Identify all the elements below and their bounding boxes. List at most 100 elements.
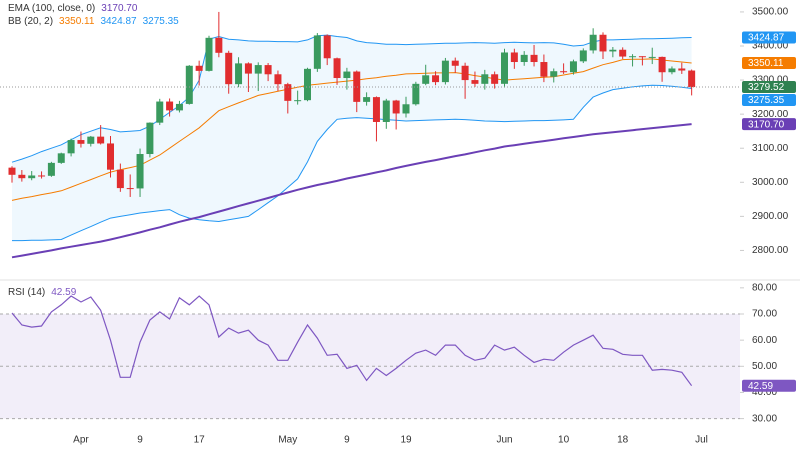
y-tick-label: 3400.00 — [752, 41, 789, 52]
candle-body — [18, 174, 26, 179]
candle-body — [560, 71, 568, 73]
x-tick-label: 19 — [400, 435, 412, 446]
candle-body — [77, 140, 85, 144]
legend-value: 3424.87 — [100, 16, 137, 27]
candle-body — [205, 37, 213, 71]
price-tag — [742, 31, 796, 44]
legend-value: 42.59 — [51, 287, 76, 298]
candle-body — [402, 104, 410, 114]
candle-body — [333, 58, 341, 79]
candle-body — [8, 167, 16, 175]
price-tag — [742, 379, 796, 392]
bb-fill — [12, 35, 692, 241]
candle-body — [619, 49, 627, 57]
candle-body — [668, 68, 676, 73]
x-tick-label: 18 — [617, 435, 629, 446]
candle-body — [501, 52, 508, 84]
y-tick-label: 3200.00 — [752, 109, 789, 120]
candle-body — [471, 80, 479, 84]
candle-body — [432, 75, 440, 83]
candle-body — [274, 74, 282, 85]
candle-body — [372, 97, 380, 122]
x-tick-label: Jul — [695, 435, 708, 446]
candle-body — [530, 54, 538, 63]
candle-body — [392, 100, 400, 114]
candle-body — [107, 143, 114, 170]
x-tick-label: Apr — [73, 435, 89, 446]
x-tick-label: 10 — [558, 435, 570, 446]
level-band — [0, 314, 740, 419]
x-tick-label: 9 — [137, 435, 143, 446]
candle-body — [343, 71, 351, 79]
candle-body — [264, 65, 272, 75]
price-tag-label: 3350.11 — [748, 58, 784, 69]
candle-body — [284, 84, 292, 101]
x-tick-label: Jun — [496, 435, 512, 446]
candle-body — [441, 60, 449, 83]
candle-body — [382, 100, 390, 122]
candle-body — [244, 63, 252, 74]
candle-body — [225, 52, 233, 85]
bb-middle — [11, 58, 692, 201]
price-tag-label: 3170.70 — [748, 119, 785, 130]
candle-body — [57, 153, 65, 163]
legend-value: 3275.35 — [143, 16, 180, 27]
candle-body — [304, 68, 311, 101]
candle-body — [412, 83, 420, 105]
candle-body — [461, 65, 469, 81]
candle-body — [87, 136, 95, 144]
candle-body — [589, 34, 597, 51]
y-tick-label: 3300.00 — [752, 75, 789, 86]
x-tick-label: May — [278, 435, 297, 446]
candle-body — [569, 61, 577, 73]
price-tag-label: 3424.87 — [748, 33, 785, 44]
candle-body — [185, 65, 193, 104]
candle-body — [451, 60, 459, 66]
y-tick-label: 30.00 — [752, 413, 777, 424]
candle-body — [313, 35, 321, 69]
candle-body — [126, 188, 134, 190]
legend: EMA (100, close, 0) 3170.70 — [8, 3, 138, 14]
legend: RSI (14) 42.59 — [8, 287, 77, 298]
bb-lower — [12, 84, 692, 242]
candle-body — [116, 169, 124, 189]
candle-body — [638, 56, 646, 58]
legend-value: 3350.11 — [59, 16, 95, 27]
y-tick-label: 3100.00 — [752, 143, 789, 154]
candle-body — [688, 70, 696, 88]
x-tick-label: 9 — [344, 435, 350, 446]
candle-body — [629, 56, 637, 58]
candle-body — [166, 101, 174, 111]
candle-body — [215, 37, 223, 53]
price-tag — [742, 118, 796, 131]
candle-body — [67, 140, 75, 154]
ema-line — [11, 123, 692, 259]
price-tag — [742, 56, 796, 69]
candle-body — [491, 74, 499, 84]
candle-body — [520, 54, 528, 63]
legend: BB (20, 2) 3350.11 3424.87 3275.35 — [8, 16, 179, 27]
candle-body — [609, 49, 617, 52]
candle-body — [235, 63, 243, 85]
y-tick-label: 3000.00 — [752, 177, 789, 188]
candle-body — [294, 100, 302, 102]
candle-body — [648, 56, 656, 58]
price-tag — [742, 81, 796, 94]
y-tick-label: 60.00 — [752, 335, 777, 346]
candle-body — [38, 175, 46, 177]
candle-body — [550, 71, 558, 77]
y-tick-label: 3500.00 — [752, 7, 789, 18]
candle-body — [47, 162, 55, 176]
candle-body — [156, 101, 164, 123]
candle-body — [579, 50, 587, 62]
candle-body — [254, 65, 262, 74]
candle-body — [353, 71, 361, 102]
candle-body — [599, 34, 607, 52]
candle-body — [363, 97, 371, 102]
legend-name: RSI (14) — [8, 287, 45, 298]
candle-body — [540, 62, 548, 77]
x-tick-label: 17 — [194, 435, 206, 446]
y-tick-label: 50.00 — [752, 361, 777, 372]
